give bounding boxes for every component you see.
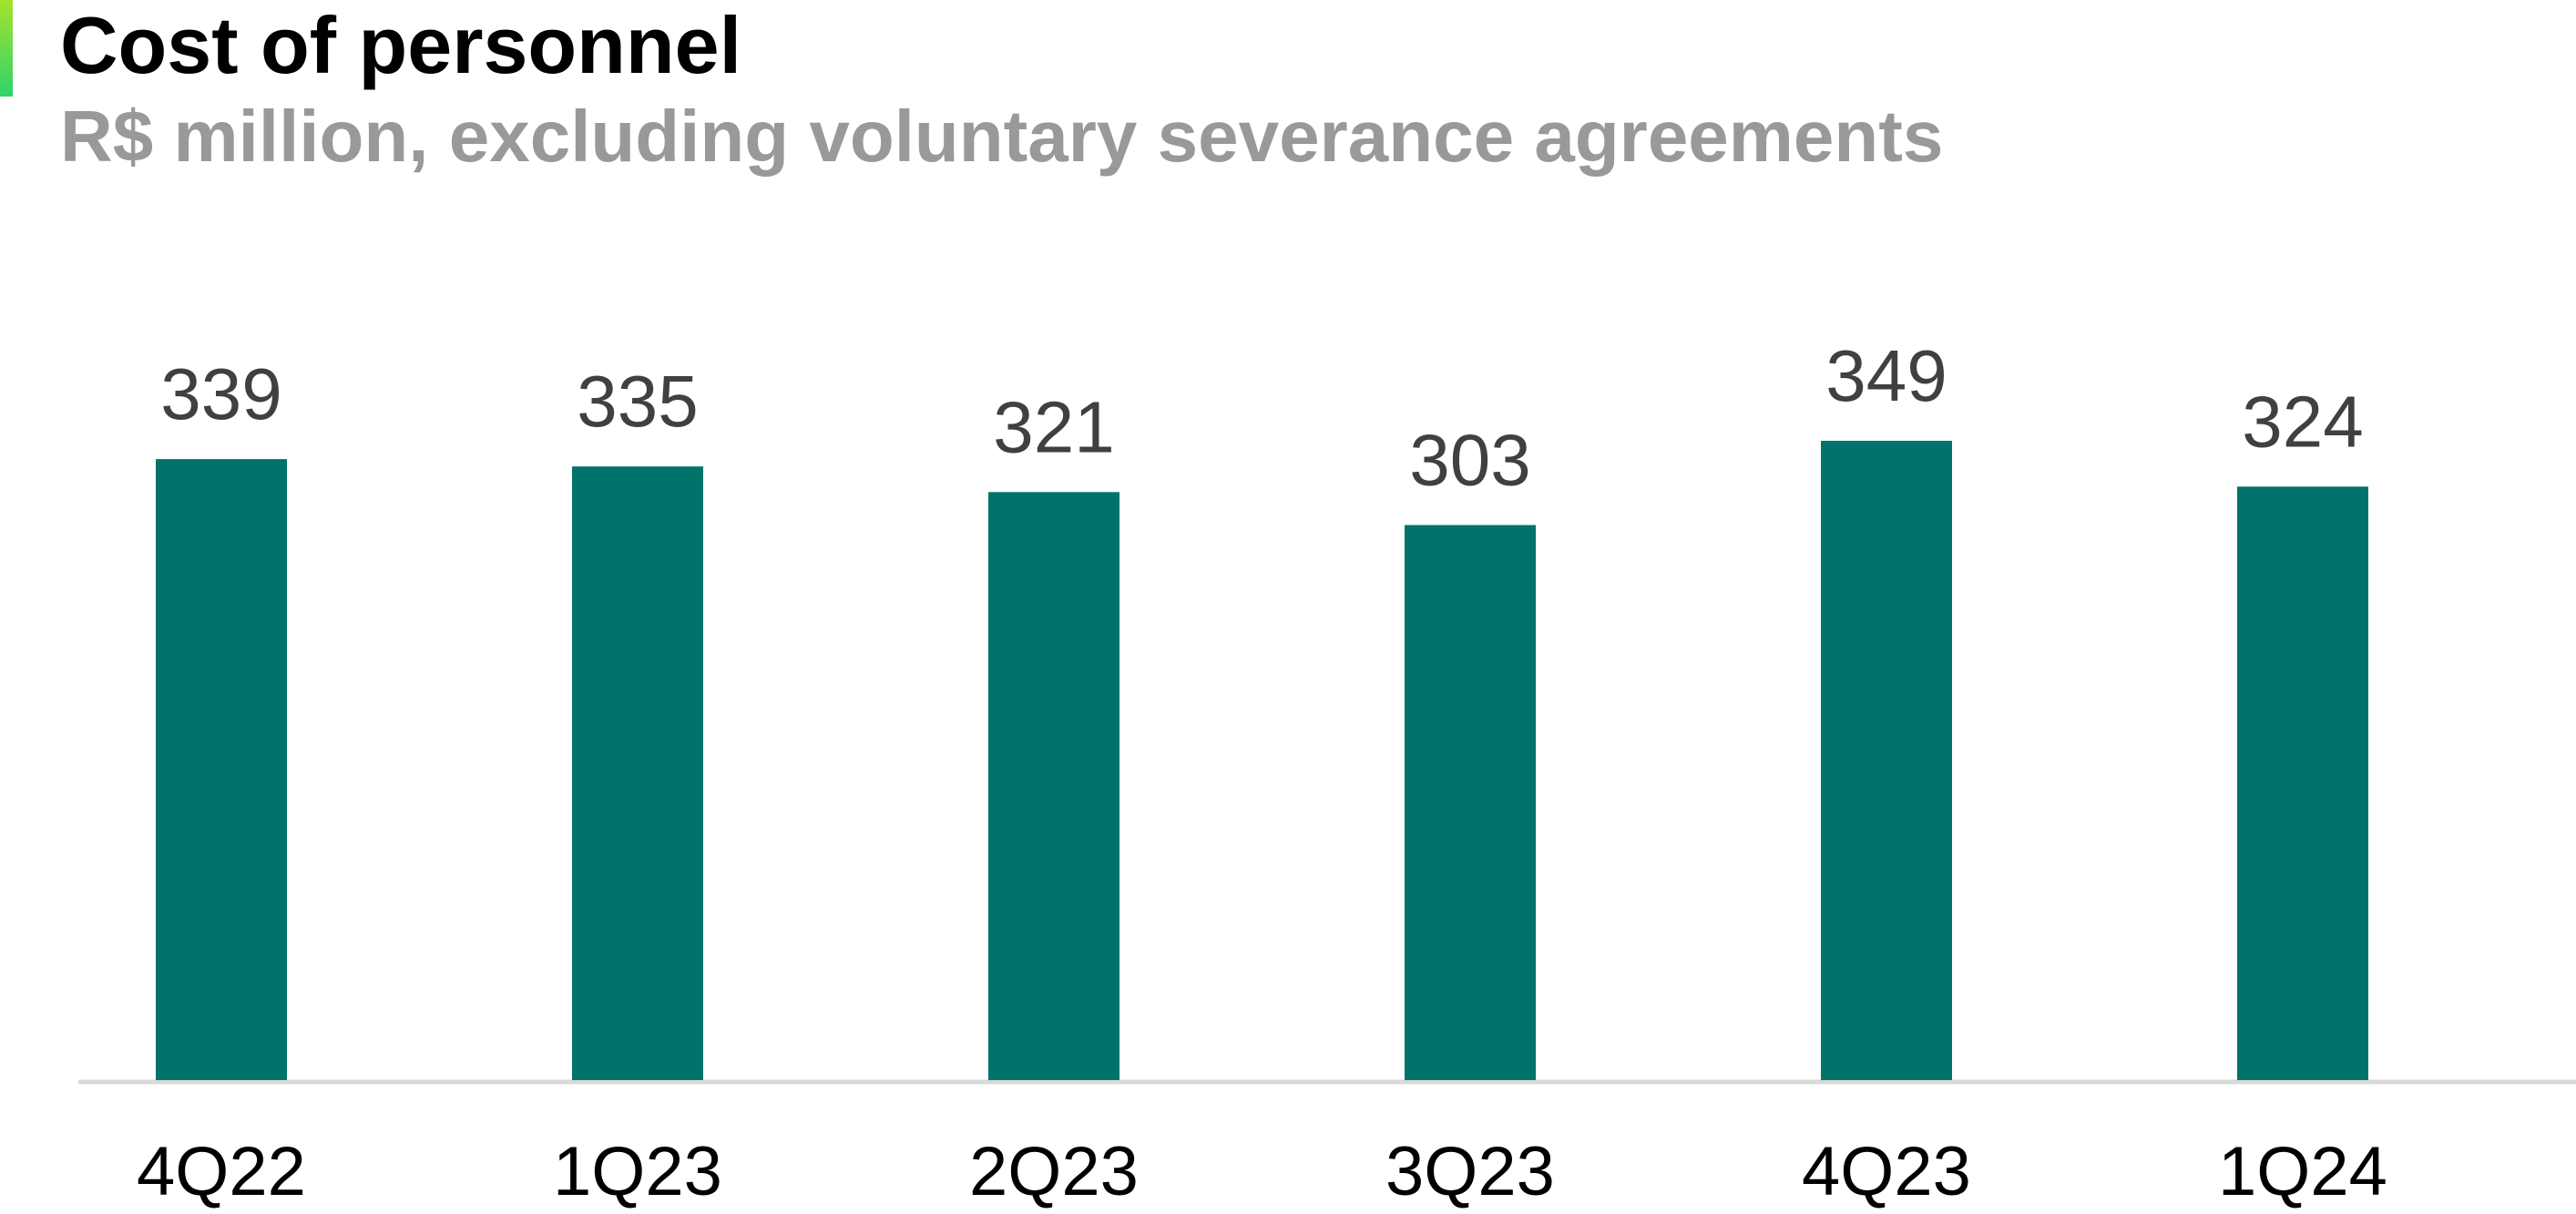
title-accent-bar: [0, 0, 13, 97]
data-label-1Q24: 324: [2242, 381, 2363, 462]
data-label-1Q23: 335: [577, 361, 698, 442]
x-tick-label-3Q23: 3Q23: [1385, 1133, 1555, 1210]
bar-4Q23: [1821, 441, 1952, 1080]
bar-4Q22: [156, 459, 287, 1080]
x-tick-label-2Q23: 2Q23: [969, 1133, 1139, 1210]
data-label-4Q22: 339: [160, 353, 281, 434]
bar-1Q24: [2237, 486, 2368, 1080]
data-label-2Q23: 321: [993, 386, 1114, 467]
data-label-3Q23: 303: [1409, 420, 1530, 501]
x-tick-label-4Q22: 4Q22: [137, 1133, 306, 1210]
bar-3Q23: [1405, 525, 1536, 1080]
chart-title: Cost of personnel: [60, 0, 742, 90]
bar-2Q23: [988, 492, 1119, 1080]
x-tick-label-1Q24: 1Q24: [2218, 1133, 2387, 1210]
x-tick-label-4Q23: 4Q23: [1802, 1133, 1971, 1210]
x-tick-label-1Q23: 1Q23: [553, 1133, 722, 1210]
data-label-4Q23: 349: [1825, 335, 1947, 416]
chart-subtitle: R$ million, excluding voluntary severanc…: [60, 96, 1944, 177]
bar-1Q23: [572, 466, 703, 1080]
